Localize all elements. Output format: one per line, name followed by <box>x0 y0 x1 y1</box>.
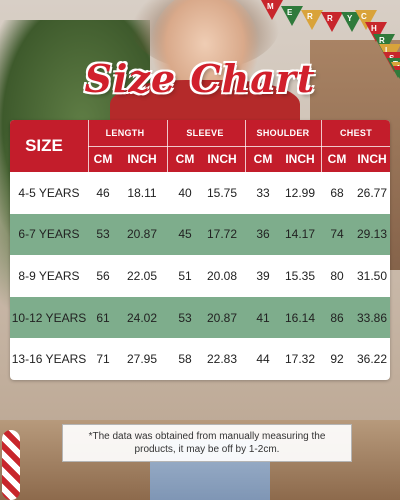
bunting-letter: E <box>287 8 293 17</box>
table-cell: 12.99 <box>284 185 316 200</box>
bunting-letter: C <box>361 12 367 21</box>
table-cell: 27.95 <box>126 352 158 367</box>
size-label: 10-12 YEARS <box>11 310 87 325</box>
bunting-letter: M <box>267 2 274 11</box>
sleeve-cm-header: CM <box>175 152 195 166</box>
table-cell: 44 <box>256 352 270 367</box>
table-cell: 53 <box>96 227 110 242</box>
table-cell: 45 <box>178 227 192 242</box>
size-label: 8-9 YEARS <box>18 268 80 283</box>
header-divider <box>88 146 390 147</box>
bunting-flag: S <box>395 70 400 90</box>
table-cell: 22.83 <box>206 352 238 367</box>
table-cell: 51 <box>178 268 192 283</box>
table-cell: 33.86 <box>356 310 388 325</box>
bunting-letter: R <box>307 12 313 21</box>
table-cell: 39 <box>256 268 270 283</box>
page-title: Size Chart <box>84 56 316 101</box>
bunting-flag: R <box>321 12 343 32</box>
table-cell: 22.05 <box>126 268 158 283</box>
chest-group-header: CHEST <box>339 128 372 138</box>
size-chart-table: SIZE LENGTH SLEEVE SHOULDER CHEST CM INC… <box>10 120 390 380</box>
table-cell: 20.08 <box>206 268 238 283</box>
table-cell: 68 <box>330 185 344 200</box>
table-cell: 61 <box>96 310 110 325</box>
table-cell: 33 <box>256 185 270 200</box>
table-cell: 18.11 <box>127 185 157 200</box>
table-cell: 24.02 <box>126 310 158 325</box>
table-cell: 16.14 <box>284 310 316 325</box>
table-cell: 15.35 <box>284 268 316 283</box>
merry-christmas-bunting: MERRYCHRISTMAS <box>255 0 400 90</box>
table-cell: 80 <box>330 268 344 283</box>
table-cell: 36 <box>256 227 270 242</box>
table-cell: 26.77 <box>356 185 388 200</box>
table-row: 8-9 YEARS 56 22.05 51 20.08 39 15.35 80 31.50 <box>10 255 390 297</box>
table-cell: 53 <box>178 310 192 325</box>
table-cell: 17.32 <box>284 352 316 367</box>
table-cell: 36.22 <box>356 352 388 367</box>
bunting-flag: M <box>261 0 283 20</box>
sleeve-group-header: SLEEVE <box>186 128 224 138</box>
table-row: 6-7 YEARS 53 20.87 45 17.72 36 14.17 74 29.13 <box>10 213 390 256</box>
table-header: SIZE LENGTH SLEEVE SHOULDER CHEST CM INC… <box>10 120 390 172</box>
shoulder-group-header: SHOULDER <box>256 128 310 138</box>
bunting-letter: R <box>327 14 333 23</box>
length-cm-header: CM <box>93 152 113 166</box>
table-cell: 74 <box>330 227 344 242</box>
length-inch-header: INCH <box>127 152 157 166</box>
shoulder-inch-header: INCH <box>285 152 315 166</box>
bunting-flag: R <box>301 10 323 30</box>
bunting-letter: Y <box>347 14 353 23</box>
bunting-letter: I <box>385 46 388 55</box>
table-cell: 31.50 <box>356 268 388 283</box>
table-cell: 58 <box>178 352 192 367</box>
size-label: 13-16 YEARS <box>11 352 87 367</box>
table-row: 13-16 YEARS 71 27.95 58 22.83 44 17.32 92 36.22 <box>10 338 390 380</box>
table-cell: 14.17 <box>284 227 316 242</box>
table-cell: 40 <box>178 185 192 200</box>
table-cell: 29.13 <box>356 227 388 242</box>
table-cell: 20.87 <box>206 310 238 325</box>
sleeve-inch-header: INCH <box>207 152 237 166</box>
size-label: 6-7 YEARS <box>18 227 80 242</box>
shoulder-cm-header: CM <box>253 152 273 166</box>
table-cell: 71 <box>96 352 110 367</box>
table-cell: 56 <box>96 268 110 283</box>
table-row: 4-5 YEARS 46 18.11 40 15.75 33 12.99 68 26.77 <box>10 172 390 214</box>
length-group-header: LENGTH <box>105 128 145 138</box>
size-column-header: SIZE <box>25 136 63 155</box>
table-cell: 20.87 <box>126 227 158 242</box>
bunting-letter: R <box>379 36 385 45</box>
table-cell: 86 <box>330 310 344 325</box>
bunting-letter: H <box>371 24 377 33</box>
table-cell: 41 <box>256 310 270 325</box>
bunting-flag: E <box>281 6 303 26</box>
size-label: 4-5 YEARS <box>18 185 80 200</box>
table-row: 10-12 YEARS 61 24.02 53 20.87 41 16.14 86 33.86 <box>10 296 390 339</box>
measurement-note: *The data was obtained from manually mea… <box>62 424 352 462</box>
table-cell: 46 <box>96 185 110 200</box>
table-cell: 92 <box>330 352 344 367</box>
table-cell: 17.72 <box>206 227 238 242</box>
candy-cane <box>2 430 20 500</box>
chest-cm-header: CM <box>327 152 347 166</box>
chest-inch-header: INCH <box>357 152 387 166</box>
table-cell: 15.75 <box>206 185 238 200</box>
